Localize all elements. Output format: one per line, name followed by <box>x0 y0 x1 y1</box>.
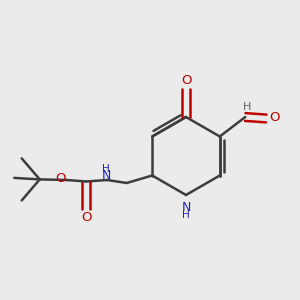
Text: O: O <box>269 111 279 124</box>
Text: O: O <box>56 172 66 185</box>
Text: O: O <box>81 211 92 224</box>
Text: H: H <box>243 101 251 112</box>
Text: N: N <box>181 201 191 214</box>
Text: O: O <box>181 74 191 87</box>
Text: H: H <box>102 164 110 174</box>
Text: N: N <box>102 169 111 182</box>
Text: H: H <box>182 210 190 220</box>
